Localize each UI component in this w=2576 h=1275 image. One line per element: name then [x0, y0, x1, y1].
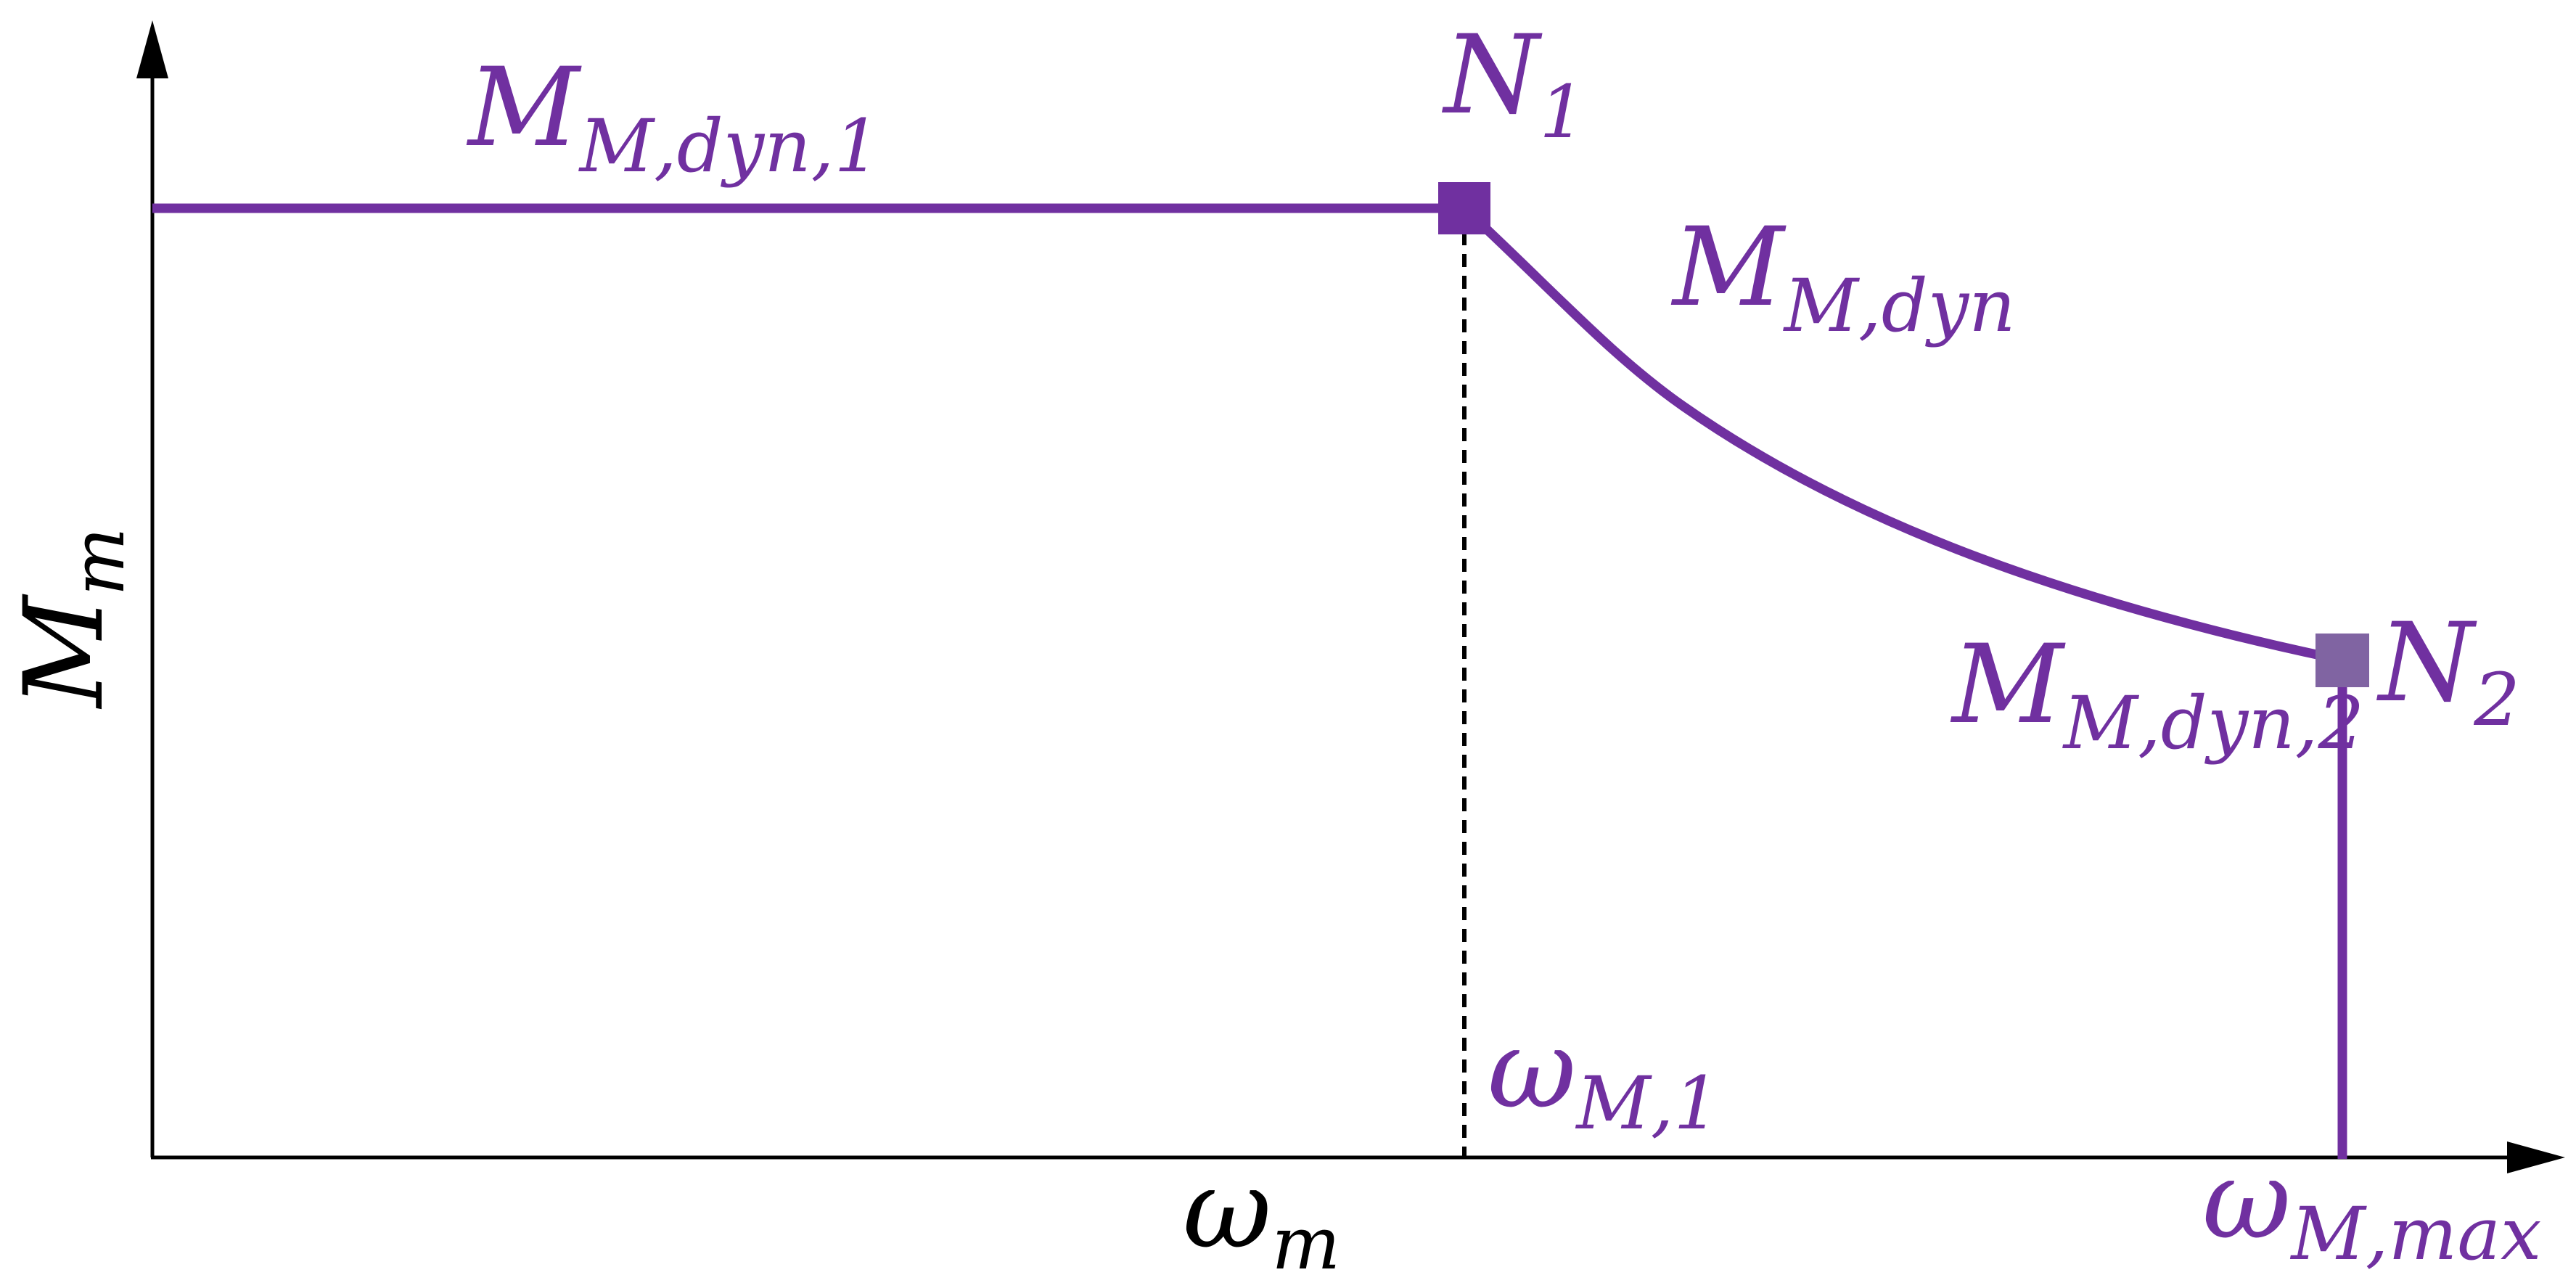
- curve-label-falling: MM,dyn: [1670, 205, 2016, 348]
- torque-curve: [152, 203, 2347, 1159]
- x-marker-knee-label: ωM,1: [1488, 1007, 1720, 1146]
- x-axis-arrow-icon: [2507, 1141, 2565, 1173]
- x-axis-label: ωm: [1183, 1147, 1340, 1275]
- point-n1-marker: [1438, 182, 1490, 234]
- falling-torque-segment: [1461, 205, 2345, 665]
- x-marker-max-label: ωM,max: [2202, 1137, 2541, 1275]
- point-n2-marker: [2315, 634, 2369, 687]
- y-axis-label: Mm: [1, 528, 141, 710]
- point-n2-label: N2: [2376, 600, 2520, 742]
- point-n1-label: N1: [1442, 12, 1586, 155]
- y-axis-arrow-icon: [136, 20, 168, 78]
- curve-label-constant: MM,dyn,1: [466, 45, 880, 189]
- axes: [136, 20, 2565, 1173]
- curve-label-end: MM,dyn,2: [1950, 622, 2364, 766]
